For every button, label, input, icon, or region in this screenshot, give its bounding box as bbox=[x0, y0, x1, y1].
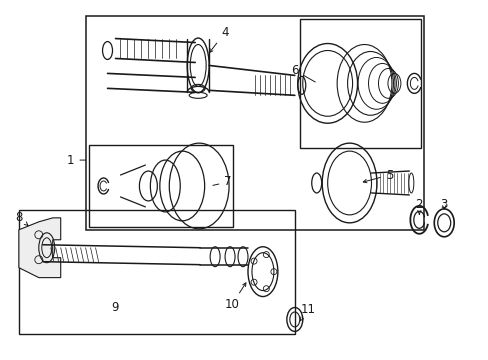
Polygon shape bbox=[19, 218, 61, 278]
Bar bbox=[85, 15, 424, 230]
Text: 1: 1 bbox=[67, 154, 86, 167]
Text: 2: 2 bbox=[415, 198, 422, 214]
Text: 5: 5 bbox=[363, 168, 392, 183]
Bar bbox=[88, 145, 233, 227]
Text: 3: 3 bbox=[440, 198, 447, 211]
Text: 11: 11 bbox=[300, 303, 315, 321]
Text: 10: 10 bbox=[224, 283, 245, 311]
Text: 7: 7 bbox=[212, 175, 231, 189]
Text: 6: 6 bbox=[290, 64, 315, 82]
Text: 8: 8 bbox=[15, 211, 28, 225]
Bar bbox=[19, 210, 294, 334]
Bar bbox=[299, 19, 421, 148]
Text: 9: 9 bbox=[112, 301, 119, 314]
Text: 4: 4 bbox=[209, 26, 228, 53]
